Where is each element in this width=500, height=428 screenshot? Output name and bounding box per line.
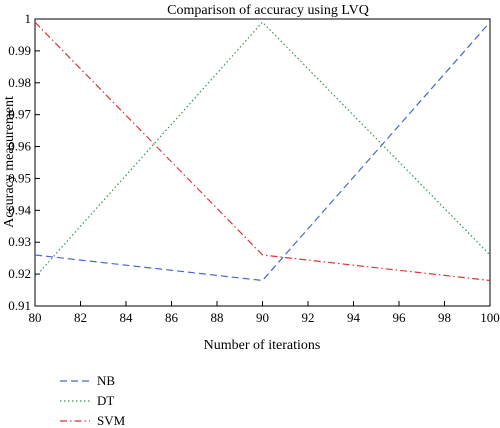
x-axis: 80 82 84 86 88 90 92 94 96 98 100 (29, 301, 500, 325)
y-tick-label: 0.92 (8, 266, 31, 281)
x-tick-label: 82 (74, 310, 87, 325)
series-line-svm (34, 21, 491, 282)
x-tick-label: 96 (393, 310, 407, 325)
x-tick-label: 80 (29, 310, 42, 325)
y-tick-label: 0.96 (8, 139, 31, 154)
legend-label-svm: SVM (97, 413, 126, 428)
x-tick-label: 94 (347, 310, 361, 325)
x-tick-label: 90 (256, 310, 269, 325)
x-tick-label: 88 (211, 310, 224, 325)
legend-label-nb: NB (97, 373, 115, 388)
x-tick-label: 100 (480, 310, 500, 325)
x-axis-label: Number of iterations (204, 338, 321, 353)
y-tick-label: 0.95 (8, 170, 31, 185)
series-line-dt (34, 21, 491, 278)
y-axis-label: Accuracy measurement (2, 96, 17, 228)
y-tick-label: 0.97 (8, 107, 31, 122)
y-tick-label: 0.98 (8, 75, 31, 90)
y-tick-label: 1 (25, 11, 32, 26)
x-tick-label: 98 (438, 310, 451, 325)
series-lines (34, 21, 491, 282)
x-tick-label: 92 (302, 310, 315, 325)
y-tick-label: 0.91 (8, 298, 31, 313)
legend-label-dt: DT (97, 393, 114, 408)
y-tick-label: 0.94 (8, 202, 31, 217)
y-axis: 0.91 0.92 0.93 0.94 0.95 0.96 0.97 0.98 0.99 1 (8, 11, 40, 313)
y-tick-label: 0.93 (8, 234, 31, 249)
chart-title: Comparison of accuracy using LVQ (167, 3, 369, 18)
y-tick-label: 0.99 (8, 43, 31, 58)
series-line-nb (34, 21, 491, 282)
x-tick-label: 86 (165, 310, 179, 325)
legend: NB DT SVM (60, 373, 126, 428)
x-tick-label: 84 (120, 310, 134, 325)
